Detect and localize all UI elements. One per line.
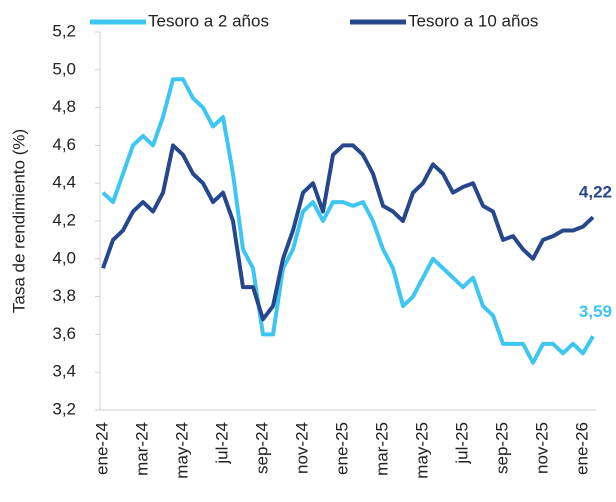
- end-label: 4,22: [579, 183, 612, 202]
- x-tick-label: sep-24: [252, 422, 271, 474]
- x-tick-label: may-24: [172, 422, 191, 479]
- y-tick-label: 3,6: [52, 324, 76, 343]
- series-line: [101, 143, 595, 322]
- x-tick-label: ene-25: [332, 422, 351, 475]
- x-tick-label: ene-26: [572, 422, 591, 475]
- y-tick-label: 5,0: [52, 59, 76, 78]
- series-line: [101, 77, 595, 365]
- x-tick-label: may-25: [412, 422, 431, 479]
- y-tick-label: 3,4: [52, 362, 76, 381]
- legend-label: Tesoro a 2 años: [148, 11, 269, 30]
- x-tick-label: nov-24: [292, 422, 311, 474]
- y-tick-label: 3,2: [52, 399, 76, 418]
- legend-label: Tesoro a 10 años: [408, 11, 538, 30]
- y-tick-label: 4,4: [52, 173, 76, 192]
- x-tick-label: jul-24: [212, 422, 231, 465]
- y-tick-label: 4,8: [52, 97, 76, 116]
- y-tick-label: 3,8: [52, 286, 76, 305]
- end-label: 3,59: [579, 302, 612, 321]
- y-tick-label: 5,2: [52, 21, 76, 40]
- y-tick-label: 4,2: [52, 210, 76, 229]
- y-axis-label: Tasa de rendimiento (%): [9, 129, 28, 313]
- x-tick-label: sep-25: [492, 422, 511, 474]
- x-tick-label: ene-24: [92, 422, 111, 475]
- x-tick-label: mar-24: [132, 422, 151, 476]
- x-tick-label: nov-25: [532, 422, 551, 474]
- y-tick-label: 4,0: [52, 248, 76, 267]
- x-tick-label: jul-25: [452, 422, 471, 465]
- x-tick-label: mar-25: [372, 422, 391, 476]
- y-tick-label: 4,6: [52, 135, 76, 154]
